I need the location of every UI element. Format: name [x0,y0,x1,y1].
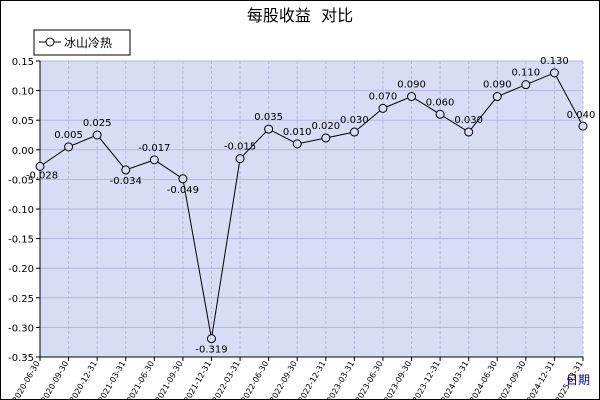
data-label: -0.049 [167,185,199,196]
y-tick-label: 0.15 [12,57,34,68]
data-point [407,92,417,102]
x-tick-label: 2024-06-30 [468,360,499,400]
data-label: 0.110 [512,68,541,79]
data-point [121,165,131,175]
data-label: 0.025 [83,118,112,129]
data-point [178,174,188,184]
x-tick-label: 2023-09-30 [382,360,413,400]
data-label: 0.040 [567,110,596,121]
x-tick-label: 2023-03-31 [325,360,356,400]
legend-marker-icon [45,37,55,47]
data-point [492,92,502,102]
data-label: 0.010 [283,127,312,138]
x-tick-label: 2024-03-31 [439,360,470,400]
y-tick-label: -0.10 [8,205,34,216]
y-tick-label: 0.00 [12,146,34,157]
data-point [292,139,302,149]
data-point [264,124,274,134]
data-point [578,121,588,131]
x-tick-label: 2022-12-31 [296,360,327,400]
x-tick-label: 2020-09-30 [39,360,70,400]
data-point [64,142,74,152]
data-point [92,130,102,140]
data-label: 0.030 [454,115,483,126]
x-tick-label: 2022-03-31 [211,360,242,400]
data-label: 0.090 [483,80,512,91]
data-label: -0.319 [195,345,227,356]
x-tick-label: 2021-12-31 [182,360,213,400]
y-tick-label: 0.05 [12,116,34,127]
x-axis: 2020-06-302020-09-302020-12-312021-03-31… [11,356,585,400]
series-line [39,72,584,339]
legend: 冰山冷热 [33,29,131,56]
data-point [378,103,388,113]
data-label: -0.034 [110,176,142,187]
y-tick-label: 0.10 [12,87,34,98]
data-label: -0.017 [138,143,170,154]
x-tick-label: 2022-09-30 [268,360,299,400]
data-label: -0.028 [26,170,58,181]
y-tick-label: -0.35 [8,353,34,364]
data-label: 0.090 [397,80,426,91]
data-point [521,80,531,90]
data-point [149,155,159,165]
data-point [321,133,331,143]
data-label: 0.030 [340,115,369,126]
y-tick-label: -0.25 [8,294,34,305]
x-tick-label: 2020-06-30 [11,360,42,400]
x-tick-label: 2020-12-31 [68,360,99,400]
y-axis: 0.15 0.10 0.05 0.00 -0.05 -0.10 -0.15 -0.20 -0.2… [8,57,41,364]
data-label: 0.020 [311,121,340,132]
chart-title: 每股收益 对比 [247,6,353,25]
y-tick-label: -0.20 [8,264,34,275]
legend-label: 冰山冷热 [64,36,112,50]
data-point [464,127,474,137]
x-axis-label: 日期 [566,373,590,387]
data-label: 0.060 [426,97,455,108]
x-tick-label: 2021-09-30 [154,360,185,400]
x-tick-label: 2021-03-31 [96,360,127,400]
x-tick-label: 2022-06-30 [239,360,270,400]
data-label: 0.070 [369,91,398,102]
data-label: -0.015 [224,142,256,153]
x-tick-label: 2024-09-30 [497,360,528,400]
data-label: 0.005 [54,130,83,141]
y-tick-label: -0.05 [8,175,34,186]
data-point [435,109,445,119]
data-point [35,161,45,171]
x-tick-label: 2023-06-30 [354,360,385,400]
y-tick-label: -0.30 [8,323,34,334]
data-point [235,154,245,164]
data-point [206,334,216,344]
x-tick-label: 2023-12-31 [411,360,442,400]
data-label: 0.035 [254,112,283,123]
y-tick-label: -0.15 [8,235,34,246]
x-tick-label: 2024-12-31 [525,360,556,400]
data-point [549,68,559,78]
data-label: 0.130 [540,56,569,67]
data-point [349,127,359,137]
x-tick-label: 2021-06-30 [125,360,156,400]
